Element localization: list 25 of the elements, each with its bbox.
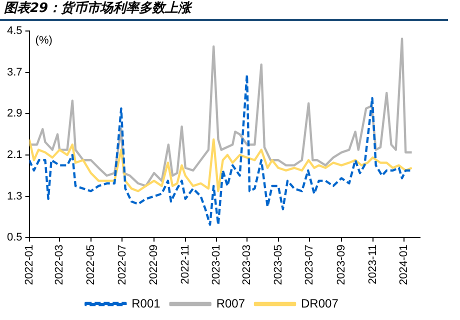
y-tick-label: 2.9 [6, 108, 22, 120]
x-tick-label: 2024-01 [398, 244, 410, 286]
chart-title: 图表29：货币市场利率多数上涨 [0, 0, 448, 21]
legend-label: DR007 [301, 296, 339, 310]
x-tick-label: 2023-07 [304, 244, 316, 286]
x-tick-label: 2022-07 [116, 244, 128, 286]
x-tick-label: 2022-11 [179, 244, 192, 284]
legend-label: R007 [216, 296, 246, 310]
x-tick-label: 2023-03 [241, 244, 254, 286]
y-axis-title: (%) [35, 34, 52, 47]
y-tick-label: 0.5 [6, 232, 22, 244]
y-tick-label: 4.5 [6, 25, 22, 38]
x-tick-label: 2023-01 [210, 244, 223, 286]
x-tick-label: 2022-09 [148, 244, 160, 286]
x-tick-label: 2023-11 [366, 244, 379, 284]
y-tick-label: 1.3 [6, 190, 22, 202]
x-tick-label: 2022-01 [23, 244, 36, 286]
x-tick-label: 2022-03 [54, 244, 66, 286]
x-tick-label: 2023-05 [272, 244, 284, 286]
x-tick-label: 2022-05 [84, 244, 97, 286]
x-tick-label: 2023-09 [335, 244, 348, 286]
line-series [29, 74, 413, 226]
y-tick-label: 2.1 [6, 149, 22, 162]
y-tick-label: 3.7 [6, 66, 22, 78]
legend-label: R001 [132, 296, 161, 310]
